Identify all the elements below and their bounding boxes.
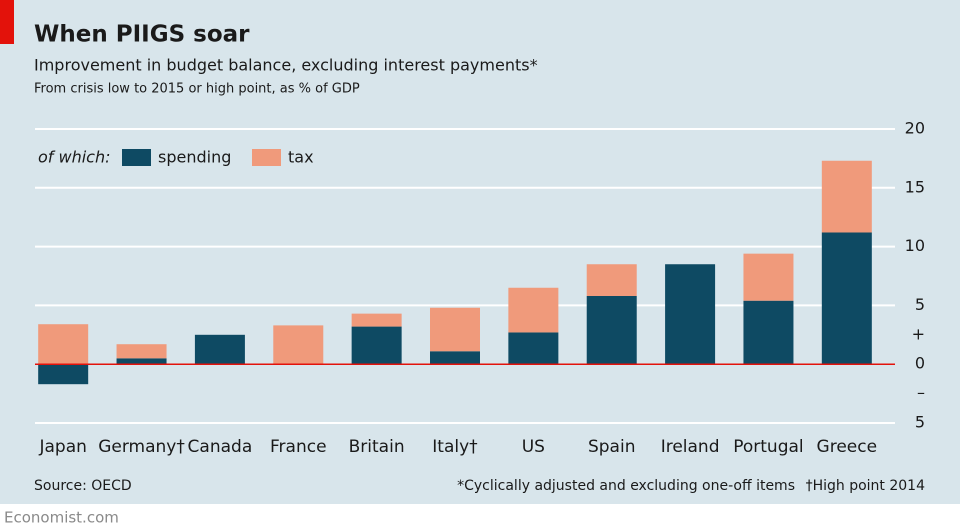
x-tick-label: Germany† [98,437,185,457]
x-tick-label: US [522,437,545,457]
bar-segment [38,364,89,385]
x-tick-label: Italy† [432,437,478,457]
footer-strip [0,504,960,532]
bar-segment [273,325,324,365]
bar-segment [430,351,480,365]
x-tick-label: France [270,437,327,457]
source: Source: OECD [34,478,132,494]
bar-segment [743,253,794,301]
background [0,0,960,504]
y-tick-label: – [917,383,925,402]
legend-swatch [122,149,151,166]
bar-segment [508,332,559,365]
y-tick-label: 10 [905,236,925,255]
x-tick-label: Japan [38,437,86,457]
y-tick-label: 15 [905,177,925,196]
footnote: *Cyclically adjusted and excluding one-o… [457,478,795,494]
y-tick-label: 0 [915,354,925,373]
bar-segment [38,324,89,365]
red-tag [0,0,14,44]
bar-segment [665,264,716,365]
bar-segment [821,232,872,365]
chart-note: From crisis low to 2015 or high point, a… [34,82,360,97]
legend-label: tax [288,148,314,167]
x-tick-label: Britain [349,437,405,457]
chart-subtitle: Improvement in budget balance, excluding… [34,56,538,75]
x-tick-label: Ireland [661,437,720,457]
bar-segment [194,334,245,365]
x-tick-label: Portugal [733,437,803,457]
x-tick-label: Greece [817,437,878,457]
bar-segment [821,160,872,233]
credit: Economist.com [4,509,119,527]
chart-title: When PIIGS soar [34,22,250,48]
x-tick-label: Canada [188,437,253,457]
bar-segment [116,344,167,359]
bar-segment [508,287,559,333]
bar-segment [116,358,167,365]
bar-segment [430,307,480,352]
bar-segment [743,300,794,365]
bar-segment [351,326,402,365]
y-tick-label: 5 [915,413,925,432]
bar-segment [586,264,637,296]
x-tick-label: Spain [588,437,636,457]
legend-swatch [252,149,281,166]
y-tick-label: + [912,324,925,343]
legend-title: of which: [38,148,111,167]
bar-segment [586,295,637,365]
bar-segment [351,313,402,327]
y-tick-label: 5 [915,295,925,314]
y-tick-label: 20 [905,119,925,138]
footnote: †High point 2014 [806,478,926,494]
legend-label: spending [158,148,231,167]
